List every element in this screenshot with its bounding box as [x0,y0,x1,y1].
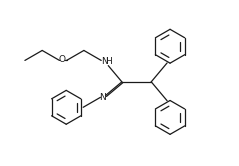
Text: H: H [105,57,112,66]
Text: O: O [59,55,66,64]
Text: N: N [101,57,107,66]
Text: N: N [99,93,105,102]
